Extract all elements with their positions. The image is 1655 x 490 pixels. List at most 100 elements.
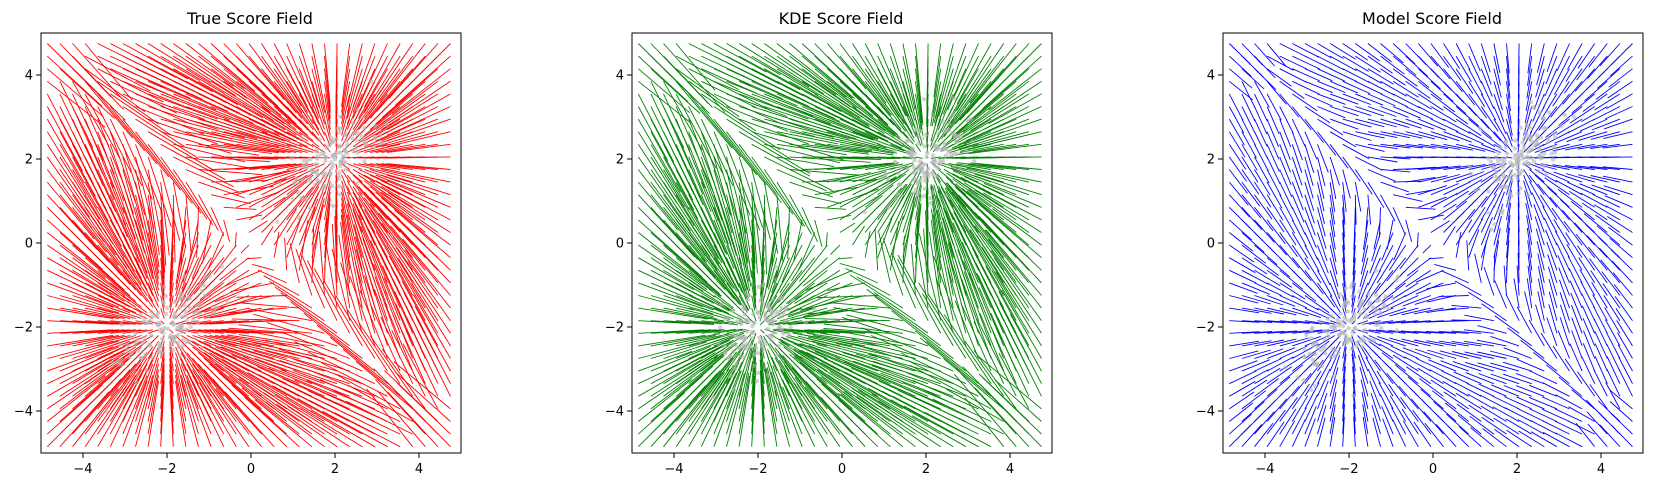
score-arrow bbox=[1480, 55, 1492, 85]
score-arrow bbox=[988, 93, 1042, 124]
score-arrow bbox=[852, 390, 916, 435]
score-arrow bbox=[59, 340, 119, 359]
score-arrow bbox=[97, 340, 136, 359]
score-arrow bbox=[1241, 68, 1265, 90]
score-arrow bbox=[963, 224, 1005, 296]
score-arrow bbox=[1540, 332, 1558, 359]
score-arrow bbox=[370, 240, 401, 309]
sample-point bbox=[895, 138, 900, 143]
score-arrow bbox=[956, 55, 992, 112]
score-arrow bbox=[1430, 174, 1461, 183]
score-arrow bbox=[751, 80, 835, 119]
score-arrow bbox=[1291, 144, 1303, 173]
score-arrow bbox=[1483, 266, 1495, 296]
score-arrow bbox=[1342, 416, 1345, 447]
score-arrow bbox=[1567, 118, 1595, 134]
score-arrow bbox=[1564, 165, 1595, 170]
score-arrow bbox=[341, 163, 350, 170]
score-arrow bbox=[1618, 369, 1633, 397]
score-arrow bbox=[1418, 131, 1448, 141]
sample-point bbox=[1519, 153, 1525, 158]
score-arrow bbox=[827, 80, 896, 136]
score-arrow bbox=[203, 369, 250, 422]
score-arrow bbox=[1596, 225, 1621, 246]
score-arrow bbox=[1480, 405, 1507, 422]
score-arrow bbox=[1279, 68, 1307, 83]
score-arrow bbox=[1447, 425, 1470, 448]
score-arrow bbox=[1304, 359, 1324, 384]
score-arrow bbox=[198, 156, 271, 163]
sample-point bbox=[763, 311, 768, 316]
score-arrow bbox=[751, 131, 844, 161]
score-arrow bbox=[1468, 93, 1487, 119]
score-arrow bbox=[780, 370, 816, 435]
score-arrow bbox=[1266, 68, 1292, 87]
score-arrow bbox=[324, 56, 331, 113]
score-arrow bbox=[122, 380, 148, 447]
score-arrow bbox=[335, 175, 338, 195]
score-arrow bbox=[1291, 106, 1312, 131]
score-arrow bbox=[1558, 267, 1570, 296]
score-arrow bbox=[839, 192, 885, 221]
score-arrow bbox=[172, 169, 208, 220]
score-arrow bbox=[1373, 219, 1381, 250]
score-arrow bbox=[84, 131, 115, 200]
score-arrow bbox=[638, 80, 692, 124]
score-arrow bbox=[776, 156, 835, 168]
sample-point bbox=[729, 343, 735, 348]
score-arrow bbox=[1405, 166, 1436, 170]
score-arrow bbox=[1392, 194, 1423, 202]
score-arrow bbox=[889, 216, 904, 258]
sample-point bbox=[128, 334, 133, 340]
sample-point bbox=[1329, 325, 1334, 330]
score-arrow bbox=[772, 365, 790, 410]
score-arrow bbox=[1266, 409, 1286, 435]
sample-point bbox=[731, 349, 736, 354]
score-arrow bbox=[814, 93, 869, 126]
score-arrow bbox=[1392, 106, 1421, 119]
sample-points bbox=[104, 79, 390, 414]
score-arrow bbox=[827, 143, 872, 152]
score-arrow bbox=[1254, 68, 1277, 91]
score-arrow bbox=[781, 232, 803, 283]
sample-point bbox=[277, 180, 283, 186]
score-arrow bbox=[1342, 143, 1370, 160]
score-arrow bbox=[1329, 257, 1339, 287]
score-arrow bbox=[1254, 330, 1285, 334]
score-arrow bbox=[1609, 237, 1633, 259]
score-arrow bbox=[931, 201, 942, 258]
score-arrow bbox=[1329, 169, 1337, 200]
sample-point bbox=[307, 206, 312, 211]
score-arrow bbox=[360, 226, 388, 296]
score-arrow bbox=[915, 106, 922, 133]
score-arrow bbox=[1443, 181, 1471, 196]
chart-title: KDE Score Field bbox=[779, 9, 904, 28]
score-arrow bbox=[1506, 106, 1513, 136]
score-arrow bbox=[1517, 419, 1545, 435]
score-arrow bbox=[846, 314, 916, 334]
score-arrow bbox=[902, 195, 917, 258]
score-arrow bbox=[171, 207, 174, 272]
score-arrow bbox=[97, 207, 136, 272]
score-arrow bbox=[675, 68, 734, 110]
score-arrow bbox=[1441, 370, 1469, 385]
score-arrow bbox=[1279, 181, 1294, 210]
score-arrow bbox=[1266, 232, 1288, 256]
score-arrow bbox=[331, 248, 351, 321]
score-arrow bbox=[1351, 320, 1356, 325]
score-arrow bbox=[788, 334, 828, 347]
score-arrow bbox=[248, 175, 296, 196]
score-arrow bbox=[160, 219, 165, 279]
score-arrow bbox=[688, 340, 729, 359]
score-arrow bbox=[1291, 232, 1309, 259]
score-arrow bbox=[160, 320, 165, 325]
score-arrow bbox=[160, 194, 167, 266]
score-arrow bbox=[346, 55, 363, 113]
score-arrow bbox=[1375, 329, 1406, 334]
score-arrow bbox=[804, 329, 853, 334]
score-arrow bbox=[1548, 304, 1558, 334]
sample-point bbox=[144, 368, 149, 373]
sample-point bbox=[904, 139, 909, 144]
score-arrow bbox=[122, 257, 148, 297]
score-arrow bbox=[185, 93, 254, 124]
